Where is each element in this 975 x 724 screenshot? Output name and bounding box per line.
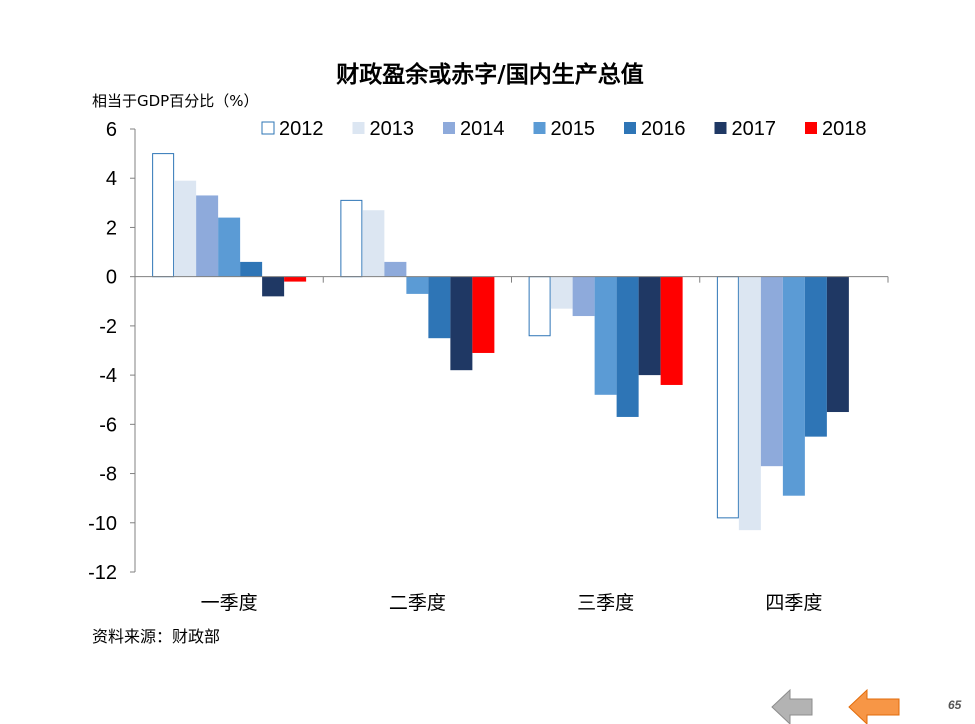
legend-label: 2018	[822, 118, 867, 140]
x-category-label: 四季度	[765, 592, 822, 614]
bar	[340, 199, 363, 278]
legend-label: 2014	[460, 118, 505, 140]
x-category-label: 二季度	[389, 592, 446, 614]
bar	[826, 276, 849, 413]
y-tick-label: -10	[88, 513, 117, 535]
legend-label: 2013	[370, 118, 415, 140]
legend-swatch	[714, 122, 727, 134]
legend-swatch	[624, 122, 636, 134]
legend-swatch	[443, 122, 455, 134]
page-number: 65	[948, 698, 962, 712]
y-tick-label: -6	[99, 414, 117, 436]
bar	[760, 276, 783, 467]
y-tick-label: -12	[88, 562, 117, 584]
left-arrow-icon	[771, 688, 813, 724]
bar	[152, 153, 175, 278]
bar	[384, 261, 407, 277]
legend-swatch	[352, 122, 365, 134]
left-arrow-icon	[848, 688, 900, 724]
bar	[428, 276, 451, 339]
prev-page-button[interactable]	[771, 688, 813, 724]
y-tick-label: 4	[106, 168, 117, 190]
y-tick-label: 2	[106, 217, 117, 239]
legend-label: 2016	[641, 118, 686, 140]
y-tick-label: 6	[106, 119, 117, 141]
y-axis-label: 相当于GDP百分比（%）	[92, 92, 258, 110]
bar	[262, 276, 285, 297]
chart-title: 财政盈余或赤字/国内生产总值	[336, 61, 643, 88]
bar	[406, 276, 429, 294]
y-tick-label: -8	[99, 464, 117, 486]
bar	[196, 195, 219, 277]
legend-swatch	[805, 122, 817, 134]
x-axis: 一季度 二季度 三季度 四季度	[134, 276, 889, 614]
bar	[572, 276, 595, 317]
bar	[450, 276, 473, 371]
source-note: 资料来源：财政部	[92, 627, 220, 646]
bar	[594, 276, 617, 395]
bar	[616, 276, 639, 417]
bars	[152, 153, 849, 531]
bar	[362, 210, 385, 277]
bar	[472, 276, 495, 353]
legend-label: 2017	[732, 118, 777, 140]
x-category-label: 一季度	[201, 592, 258, 614]
bar	[716, 276, 739, 519]
bar	[804, 276, 827, 437]
bar	[528, 276, 551, 337]
y-tick-label: 0	[106, 267, 117, 289]
bar	[660, 276, 683, 385]
legend-swatch	[261, 121, 275, 135]
legend: 2012 2013 2014 2015 2016 2017 2018	[261, 118, 867, 140]
legend-label: 2012	[279, 118, 324, 140]
bar	[550, 276, 573, 309]
x-category-label: 三季度	[577, 592, 634, 614]
bar	[638, 276, 661, 376]
next-page-button[interactable]	[848, 688, 900, 724]
bar	[782, 276, 805, 496]
y-tick-label: -2	[99, 316, 117, 338]
bar	[218, 217, 241, 277]
legend-swatch	[533, 122, 546, 134]
bar	[240, 261, 263, 277]
bar	[284, 276, 307, 282]
y-tick-label: -4	[99, 365, 117, 387]
bar	[174, 180, 197, 277]
y-axis: 6 4 2 0 -2 -4 -6 -8 -10 -12	[88, 119, 136, 584]
bar	[738, 276, 761, 531]
legend-label: 2015	[551, 118, 596, 140]
